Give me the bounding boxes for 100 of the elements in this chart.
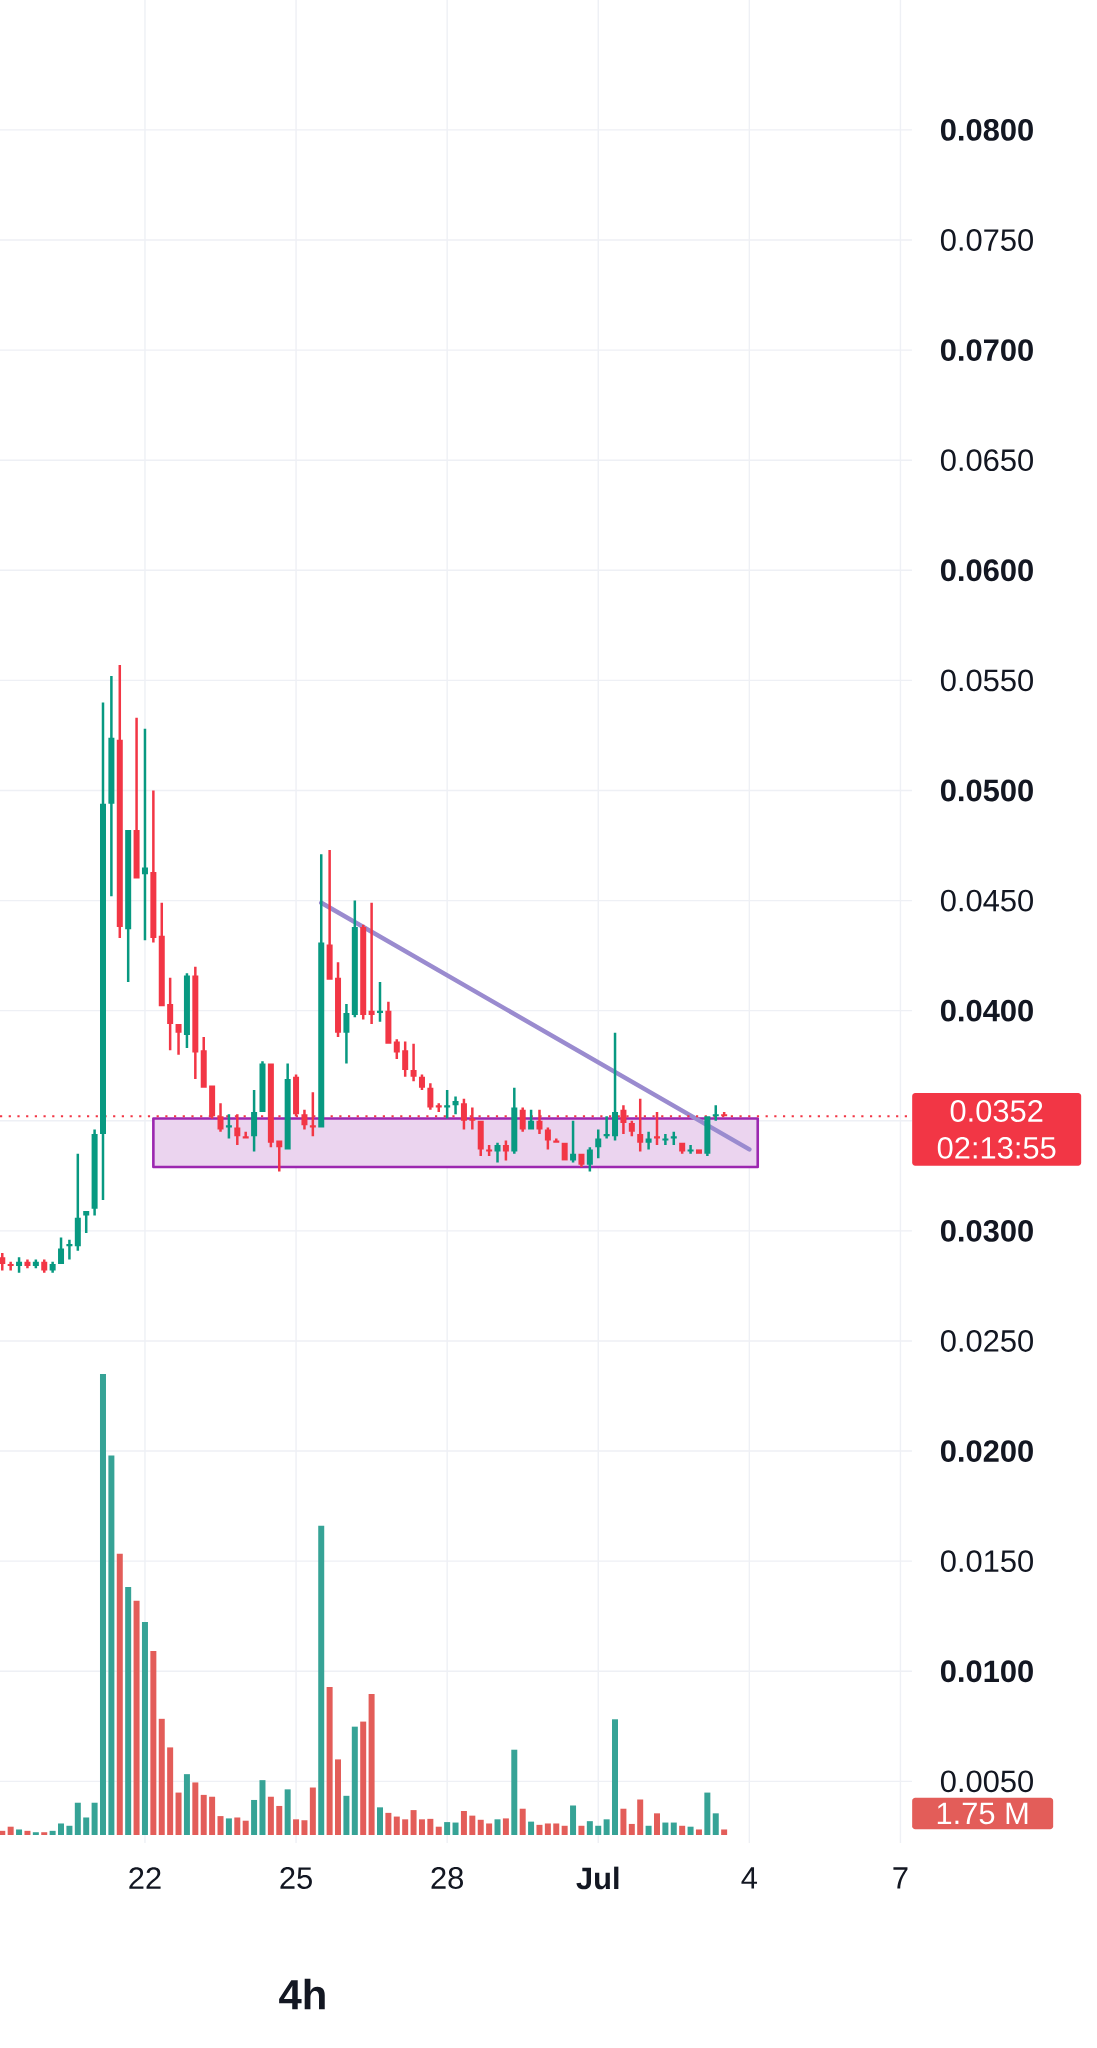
bar <box>377 1807 384 1835</box>
candlestick <box>502 1140 509 1161</box>
bar <box>74 1802 81 1835</box>
y-tick-label: 0.0600 <box>940 559 1033 582</box>
bar <box>586 1821 593 1835</box>
bar <box>108 1455 115 1835</box>
candlestick <box>679 1142 686 1154</box>
bar <box>444 1822 451 1835</box>
y-tick-label: 0.0800 <box>940 118 1033 141</box>
candlestick <box>561 1142 568 1161</box>
candlestick <box>553 1138 560 1143</box>
y-tick-label: 0.0200 <box>940 1440 1033 1462</box>
bar <box>385 1812 392 1835</box>
candlestick <box>150 790 157 943</box>
candlestick <box>460 1098 467 1130</box>
candlestick <box>158 902 165 1007</box>
bar <box>326 1687 333 1835</box>
bar <box>234 1817 241 1835</box>
candlestick <box>58 1237 65 1264</box>
text: 02:13:55 <box>937 1136 1056 1159</box>
bar <box>628 1823 635 1835</box>
candlestick <box>91 1129 98 1216</box>
x-tick-label: 7 <box>893 1867 908 1889</box>
candlestick <box>662 1133 669 1145</box>
x-tick-label: 25 <box>280 1867 312 1889</box>
bar <box>418 1819 425 1835</box>
y-tick-label: 0.0050 <box>940 1770 1033 1793</box>
bar <box>276 1805 283 1835</box>
bar <box>679 1825 686 1835</box>
candlestick <box>41 1259 48 1273</box>
candlestick <box>251 1089 258 1152</box>
bar <box>58 1823 65 1835</box>
bar <box>242 1820 249 1835</box>
y-tick-label: 0.0400 <box>940 999 1033 1022</box>
x-tick-label: 4 <box>741 1867 758 1889</box>
bar <box>502 1818 509 1835</box>
bar <box>32 1832 39 1835</box>
bar <box>141 1622 148 1835</box>
candlestick <box>267 1063 274 1148</box>
candlestick <box>402 1041 409 1077</box>
candlestick <box>66 1239 73 1260</box>
candlestick <box>125 830 132 983</box>
bar <box>402 1819 409 1835</box>
bar <box>712 1813 719 1835</box>
bar <box>0 1830 6 1835</box>
candlestick <box>435 1103 442 1112</box>
bar <box>427 1818 434 1835</box>
bar <box>259 1780 266 1835</box>
bar <box>167 1747 174 1835</box>
candlestick <box>360 924 367 1020</box>
bar <box>91 1802 98 1835</box>
candlestick <box>108 675 115 897</box>
candlestick <box>133 717 140 879</box>
candlestick <box>704 1116 711 1156</box>
bar <box>335 1759 342 1835</box>
candlestick <box>418 1074 425 1090</box>
bar <box>477 1819 484 1835</box>
ref-line-label: 0.0352 <box>950 1100 1043 1122</box>
x-tick-label: 28 <box>431 1867 464 1889</box>
bar <box>595 1825 602 1835</box>
candlestick <box>519 1107 526 1132</box>
y-tick-label: 0.0550 <box>940 669 1033 692</box>
bar <box>301 1820 308 1835</box>
candlestick <box>326 849 333 980</box>
y-tick-label: 0.0700 <box>940 339 1033 362</box>
bar <box>267 1796 274 1835</box>
candlestick <box>586 1147 593 1172</box>
candlestick <box>544 1127 551 1150</box>
candlestick <box>24 1259 31 1269</box>
x-tick-label: 22 <box>129 1867 161 1889</box>
bar <box>603 1819 610 1835</box>
bar <box>704 1792 711 1835</box>
candlestick <box>595 1129 602 1159</box>
bar <box>158 1718 165 1835</box>
bar <box>192 1782 199 1835</box>
bar <box>150 1651 157 1835</box>
bar <box>654 1813 660 1835</box>
bar <box>24 1830 31 1835</box>
candlestick <box>0 1252 6 1271</box>
candlestick <box>687 1144 694 1154</box>
y-tick-label: 0.0100 <box>940 1660 1033 1683</box>
bar <box>16 1829 23 1835</box>
bar <box>393 1816 400 1835</box>
bar <box>612 1719 619 1835</box>
bar <box>544 1823 551 1835</box>
candlestick <box>318 854 325 1128</box>
candlestick <box>175 1023 182 1055</box>
bar <box>360 1721 367 1835</box>
bar <box>125 1586 132 1835</box>
bar <box>494 1819 501 1835</box>
candlestick <box>578 1153 585 1168</box>
bar <box>695 1829 702 1835</box>
bar <box>528 1821 535 1835</box>
bar <box>200 1794 207 1835</box>
bar <box>284 1789 291 1835</box>
bar <box>536 1824 543 1835</box>
candlestick <box>183 973 190 1049</box>
candlestick <box>284 1063 291 1150</box>
candlestick <box>511 1087 518 1154</box>
bar <box>133 1600 140 1835</box>
